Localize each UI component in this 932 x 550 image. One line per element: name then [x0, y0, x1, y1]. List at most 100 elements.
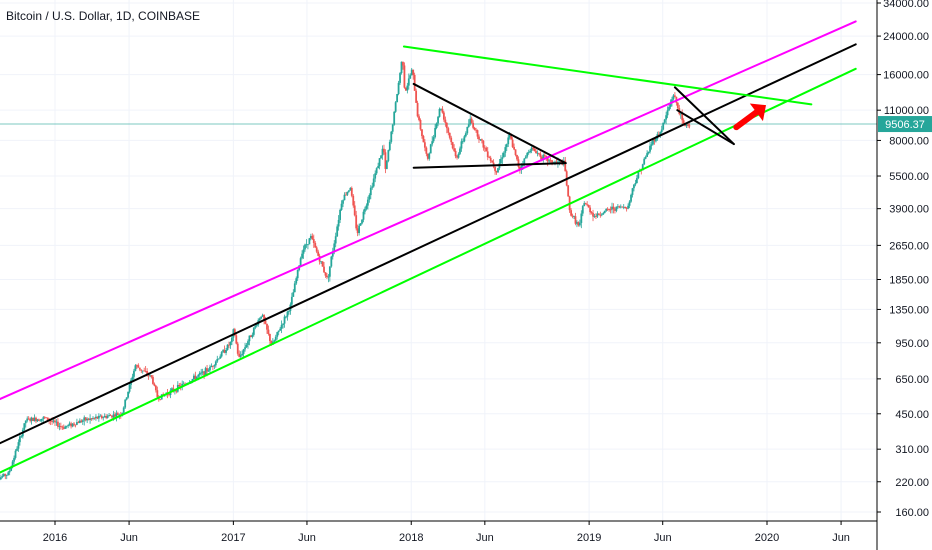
candle-body [502, 152, 505, 158]
time-scale[interactable]: 2016 Jun 2017 Jun 2018 Jun 2019 Jun 2020 Jun [43, 521, 850, 544]
candle-body [535, 151, 537, 154]
candle-body [666, 110, 669, 116]
candle-body [122, 407, 125, 413]
candle-body [87, 418, 90, 420]
candle-body [42, 417, 45, 419]
candle-body [216, 358, 219, 362]
candle-body [349, 187, 352, 191]
candle-body [26, 418, 29, 421]
candle-body [4, 474, 7, 476]
candle-body [201, 371, 204, 373]
candle-body [597, 213, 600, 215]
red-arrow-head [749, 103, 767, 122]
candle-body [371, 186, 374, 188]
candle-body [65, 425, 68, 427]
candle-body [548, 160, 551, 162]
candle-body [633, 184, 635, 189]
candle-body [89, 418, 91, 420]
candle-body [54, 420, 56, 423]
candle-body [102, 417, 105, 419]
candle-body [233, 329, 236, 336]
candle-body [450, 137, 453, 143]
candle-body [219, 356, 222, 359]
candle-body [685, 124, 688, 126]
candle-body [304, 244, 306, 250]
candle-body [584, 203, 587, 205]
candle-body [270, 341, 273, 345]
candle-body [141, 370, 144, 372]
trend-drawings[interactable] [0, 20, 857, 481]
candle-body [372, 178, 375, 187]
candle-body [359, 223, 362, 226]
candle-body [125, 397, 128, 400]
candle-body [35, 417, 37, 422]
candle-body [510, 134, 513, 140]
candle-body [595, 216, 597, 218]
candle-body [576, 222, 578, 224]
candle-body [238, 353, 241, 357]
candle-body [481, 139, 483, 141]
candle-body [387, 150, 390, 161]
candle-body [49, 420, 52, 422]
candle-body [274, 336, 277, 341]
candle-body [653, 139, 656, 142]
candle-body [508, 134, 511, 138]
candle-body [618, 206, 621, 208]
candle-body [228, 344, 230, 346]
candle-body [30, 417, 33, 421]
y-tick-label: 650.00 [895, 374, 929, 386]
candle-body [479, 139, 482, 141]
candle-body [263, 315, 265, 321]
candle-body [235, 335, 238, 344]
candle-body [356, 228, 359, 234]
candle-body [1, 476, 4, 478]
candle-body [657, 134, 660, 136]
candle-body [266, 323, 268, 330]
candle-body [192, 375, 195, 380]
candle-body [350, 187, 353, 196]
candle-body [255, 325, 258, 326]
price-scale[interactable]: 34000.00 24000.00 16000.00 11000.00 8000.00 5… [877, 0, 929, 519]
candle-body [673, 95, 676, 97]
candle-body [203, 371, 206, 376]
candle-body [358, 225, 360, 234]
candle-body [225, 350, 227, 353]
candle-body [124, 399, 127, 408]
candle-body [625, 208, 628, 209]
candle-body [366, 199, 369, 206]
descending-triangle-base [412, 162, 567, 169]
candle-body [353, 205, 356, 216]
candle-body [609, 209, 612, 211]
candle-body [410, 69, 413, 76]
candle-body [669, 102, 672, 107]
candle-body [71, 423, 74, 427]
candle-body [441, 108, 444, 113]
candle-body [637, 171, 640, 179]
descending-triangle-top [412, 82, 567, 165]
candle-body [407, 78, 410, 86]
candle-body [381, 148, 384, 156]
candle-body [312, 239, 315, 243]
y-tick-label: 34000.00 [883, 0, 929, 10]
candle-body [393, 111, 396, 125]
candle-body [204, 368, 207, 376]
candle-body [74, 424, 77, 426]
candle-body [244, 347, 246, 350]
candle-body [333, 243, 336, 252]
candle-body [431, 141, 434, 145]
candle-body [51, 421, 53, 423]
candle-body [68, 423, 71, 425]
candle-body [456, 156, 458, 158]
candle-body [206, 368, 208, 372]
y-tick-label: 5500.00 [889, 171, 929, 183]
candle-body [135, 365, 138, 367]
candle-body [567, 185, 570, 197]
candle-body [361, 219, 363, 224]
candle-body [429, 144, 432, 154]
candle-body [400, 61, 403, 74]
candle-body [327, 276, 330, 278]
candle-body [549, 160, 552, 162]
candle-body [519, 166, 521, 170]
candle-body [665, 115, 668, 120]
